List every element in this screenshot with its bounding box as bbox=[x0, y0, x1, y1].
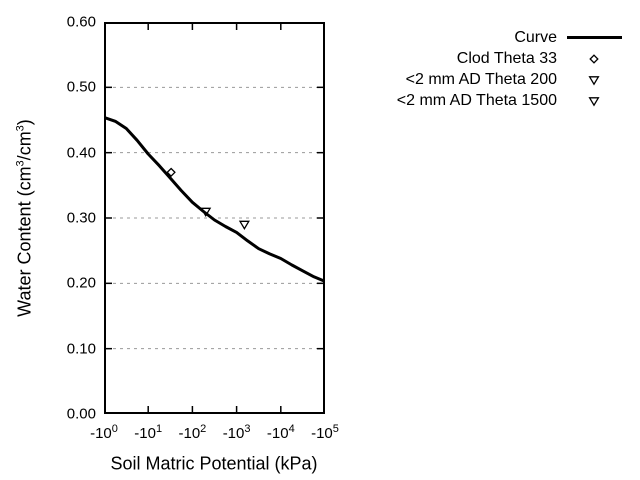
legend-label: <2 mm AD Theta 200 bbox=[405, 70, 557, 88]
y-tick-label: 0.40 bbox=[66, 144, 96, 162]
y-tick-label: 0.10 bbox=[66, 340, 96, 358]
y-tick-label: 0.50 bbox=[66, 78, 96, 96]
legend-line-sample-icon bbox=[566, 31, 622, 45]
x-tick-label: -100 bbox=[90, 423, 118, 442]
triangle-down-open-marker bbox=[200, 207, 212, 217]
y-tick-label: 0.60 bbox=[66, 13, 96, 31]
legend-triangle-down-open-icon bbox=[566, 94, 622, 108]
legend-row: Curve bbox=[397, 27, 622, 48]
legend-row: Clod Theta 33 bbox=[397, 48, 622, 69]
y-tick-label: 0.20 bbox=[66, 274, 96, 292]
x-tick-label: -103 bbox=[222, 423, 251, 442]
plot-svg bbox=[104, 22, 325, 414]
legend-label: <2 mm AD Theta 1500 bbox=[396, 91, 557, 109]
line-sample bbox=[566, 36, 622, 39]
x-tick-label: -104 bbox=[266, 423, 295, 442]
diamond-open-marker bbox=[166, 167, 176, 178]
legend-label: Curve bbox=[514, 28, 557, 46]
legend-row: <2 mm AD Theta 1500 bbox=[397, 90, 622, 111]
legend-label: Clod Theta 33 bbox=[456, 49, 557, 67]
plot-area bbox=[104, 22, 325, 414]
y-tick-label: 0.30 bbox=[66, 209, 96, 227]
x-axis-title: Soil Matric Potential (kPa) bbox=[110, 453, 318, 474]
x-tick-label: -101 bbox=[134, 423, 163, 442]
legend-triangle-down-open-icon bbox=[566, 73, 622, 87]
triangle-down-open-icon bbox=[588, 75, 600, 85]
x-tick-label: -105 bbox=[311, 423, 339, 442]
legend-diamond-open-icon bbox=[566, 52, 622, 66]
triangle-down-open-icon bbox=[588, 96, 600, 106]
axis-frame bbox=[104, 22, 325, 414]
legend-row: <2 mm AD Theta 200 bbox=[397, 69, 622, 90]
triangle-down-open-marker bbox=[238, 220, 250, 230]
y-tick-label: 0.00 bbox=[66, 405, 96, 423]
diamond-open-icon bbox=[589, 53, 599, 64]
legend: Curve Clod Theta 33 <2 mm AD Theta 200 <2 m… bbox=[397, 27, 622, 111]
x-tick-label: -102 bbox=[178, 423, 207, 442]
curve-line bbox=[104, 115, 325, 283]
